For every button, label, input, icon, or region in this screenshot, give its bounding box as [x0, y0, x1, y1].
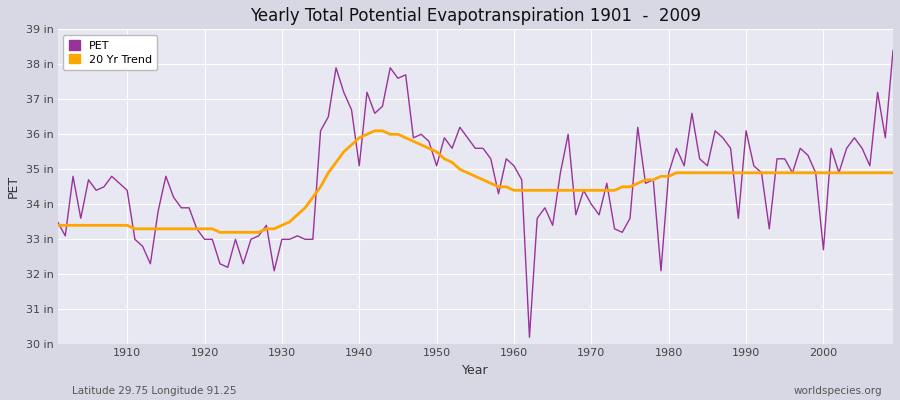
Legend: PET, 20 Yr Trend: PET, 20 Yr Trend: [63, 35, 158, 70]
X-axis label: Year: Year: [462, 364, 489, 377]
Y-axis label: PET: PET: [7, 175, 20, 198]
Title: Yearly Total Potential Evapotranspiration 1901  -  2009: Yearly Total Potential Evapotranspiratio…: [250, 7, 701, 25]
Text: Latitude 29.75 Longitude 91.25: Latitude 29.75 Longitude 91.25: [72, 386, 237, 396]
Text: worldspecies.org: worldspecies.org: [794, 386, 882, 396]
